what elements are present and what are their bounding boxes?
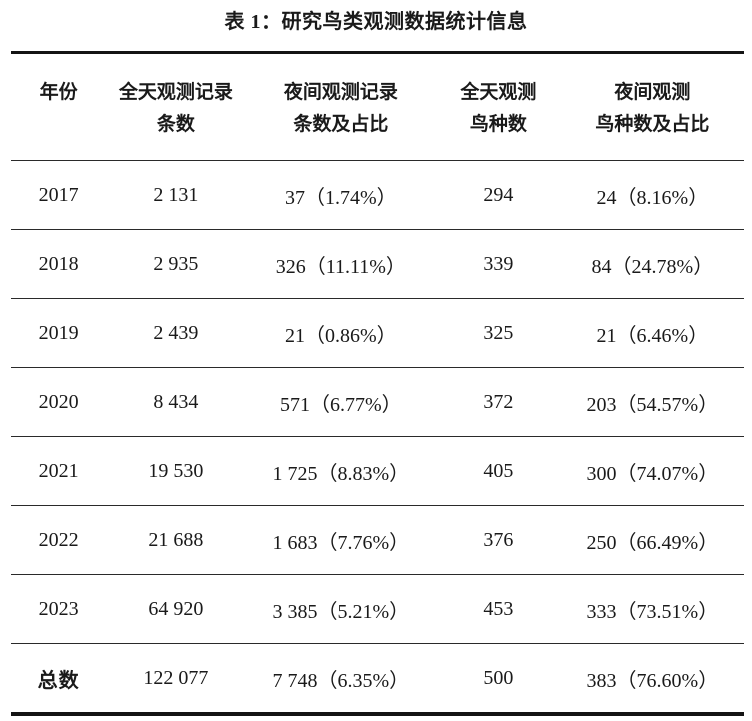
table-cell: 3 385（5.21%） (245, 574, 437, 644)
header-line: 鸟种数 (469, 114, 527, 135)
table-cell: 383（76.60%） (586, 669, 719, 692)
table-cell: 2022 (11, 505, 107, 575)
table-cell: 84（24.78%） (560, 229, 744, 299)
header-line: 条数 (156, 114, 195, 135)
table-caption: 表 1：研究鸟类观测数据统计信息 (224, 11, 528, 33)
table-row: 2019 2 439 21（0.86%） 325 21（6.46%） (11, 298, 744, 368)
header-line: 年份 (39, 82, 78, 103)
table-cell: 405 (436, 436, 561, 506)
bird-observation-stats-table: 年份 全天观测记录 条数 夜间观测记录 条数及占比 全天观测 鸟种数 夜间观测 (11, 51, 744, 716)
table-cell: 372 (436, 367, 561, 437)
header-line: 条数及占比 (293, 114, 389, 135)
table-row-total: 总数 122 077 7 748（6.35%） 500 383（76.60%） (11, 644, 744, 715)
table-cell: 2 439 (106, 298, 246, 368)
header-line: 全天观测 (460, 82, 537, 103)
table-cell: 339 (436, 229, 561, 299)
table-cell: 250（66.49%） (560, 505, 744, 575)
table-cell: 2021 (11, 436, 107, 506)
table-cell: 64 920 (106, 574, 246, 644)
table-cell: 2023 (11, 574, 107, 644)
table-cell: 376 (436, 505, 561, 575)
table-cell: 325 (436, 298, 561, 368)
table-cell: 300（74.07%） (560, 436, 744, 506)
table-row: 2018 2 935 326（11.11%） 339 84（24.78%） (11, 229, 744, 299)
table-row: 2021 19 530 1 725（8.83%） 405 300（74.07%） (11, 436, 744, 506)
table-cell: 571（6.77%） (245, 367, 437, 437)
table-cell: 2 131 (106, 160, 246, 230)
table-cell: 21（0.86%） (245, 298, 437, 368)
table-cell: 122 077 (143, 666, 209, 689)
header-cell-night-species: 夜间观测 鸟种数及占比 (560, 52, 744, 161)
table-cell: 2020 (11, 367, 107, 437)
table-cell: 19 530 (106, 436, 246, 506)
table-row: 2022 21 688 1 683（7.76%） 376 250（66.49%） (11, 505, 744, 575)
table-cell: 21 688 (106, 505, 246, 575)
table-cell: 37（1.74%） (245, 160, 437, 230)
header-cell-allday-species: 全天观测 鸟种数 (436, 52, 561, 161)
table-row: 2017 2 131 37（1.74%） 294 24（8.16%） (11, 160, 744, 230)
header-cell-year: 年份 (11, 52, 107, 161)
table-cell: 1 683（7.76%） (245, 505, 437, 575)
table-cell: 总数 (37, 669, 80, 692)
table-cell: 326（11.11%） (245, 229, 437, 299)
header-line: 全天观测记录 (118, 82, 233, 103)
header-cell-allday-records: 全天观测记录 条数 (106, 52, 246, 161)
table-cell: 2018 (11, 229, 107, 299)
table-cell: 2019 (11, 298, 107, 368)
header-row: 年份 全天观测记录 条数 夜间观测记录 条数及占比 全天观测 鸟种数 夜间观测 (11, 52, 744, 161)
table-cell: 203（54.57%） (560, 367, 744, 437)
table-cell: 7 748（6.35%） (272, 669, 410, 692)
header-line: 夜间观测记录 (283, 82, 398, 103)
table-cell: 24（8.16%） (560, 160, 744, 230)
table-cell: 21（6.46%） (560, 298, 744, 368)
header-cell-night-records: 夜间观测记录 条数及占比 (245, 52, 437, 161)
table-cell: 2 935 (106, 229, 246, 299)
table-row: 2023 64 920 3 385（5.21%） 453 333（73.51%） (11, 574, 744, 644)
header-line: 鸟种数及占比 (595, 114, 710, 135)
table-cell: 294 (436, 160, 561, 230)
table-cell: 1 725（8.83%） (245, 436, 437, 506)
table-cell: 453 (436, 574, 561, 644)
table-cell: 2017 (11, 160, 107, 230)
table-cell: 333（73.51%） (560, 574, 744, 644)
table-cell: 8 434 (106, 367, 246, 437)
header-line (11, 109, 106, 141)
table-row: 2020 8 434 571（6.77%） 372 203（54.57%） (11, 367, 744, 437)
header-line: 夜间观测 (614, 82, 691, 103)
table-cell: 500 (483, 666, 514, 689)
